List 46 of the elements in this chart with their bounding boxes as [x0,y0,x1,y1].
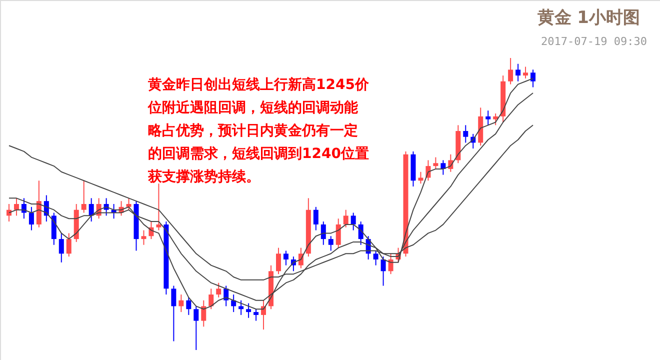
candlestick [523,66,528,79]
candlestick [238,300,244,316]
candlestick [194,306,199,350]
candlestick [66,232,72,258]
annotation: 黄金昨日创出短线上行新高1245价位附近遇阻回调，短线的回调动能略占优势，预计日内黄金仍有一定的回调需求，短线回调到1240位置获支撑涨势持续。 [147,76,370,185]
candlestick [380,256,386,286]
candlestick [171,285,176,342]
candlestick [463,124,468,144]
candlestick [336,218,341,248]
candlestick [51,212,56,246]
candlestick [440,160,446,176]
candlestick [186,296,192,316]
candlestick [388,253,394,275]
candlestick [28,206,34,231]
text: 2017-07-19 09:30 [541,35,647,48]
candlestick [178,294,184,313]
candlestick [350,212,356,231]
candlestick [328,236,334,252]
candlestick [254,308,259,322]
candlestick [508,58,514,85]
candlestick [21,198,26,220]
candlestick [493,112,498,126]
candlestick [516,63,521,82]
text: 黄金 1小时图 [536,8,640,28]
candlestick [283,250,288,266]
candlestick [320,221,326,246]
candlestick [530,69,536,88]
candlestick [246,302,252,318]
candlestick [358,221,364,246]
candlestick [433,156,438,170]
candlestick [343,209,348,228]
candlestick [156,183,162,231]
candlestick [141,230,146,246]
candlestick [58,232,64,263]
candlestick [216,282,222,298]
candlestick [276,247,281,275]
candlestick [313,206,318,231]
candlestick [36,180,42,228]
candlestick [486,110,491,126]
candlestick [201,300,206,328]
candlestick [208,288,214,310]
candlestick [126,198,132,210]
candlestick [81,180,86,214]
candlestick [373,250,378,266]
candlestick [14,198,19,216]
candlestick [418,171,424,184]
